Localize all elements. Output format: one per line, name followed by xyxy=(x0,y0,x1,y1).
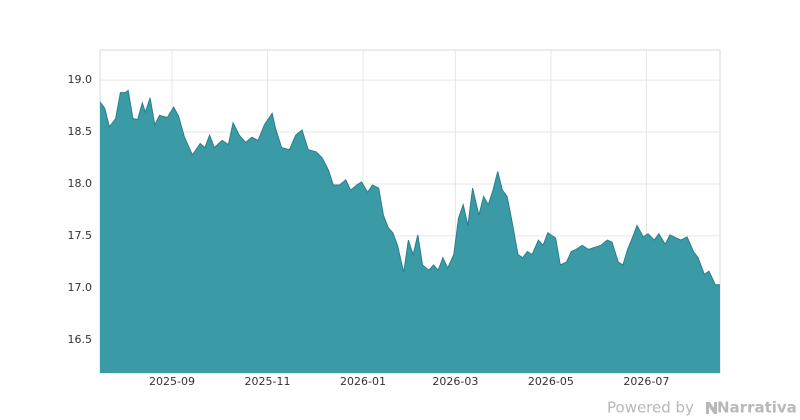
y-tick-label: 18.0 xyxy=(68,177,93,190)
brand-logo xyxy=(706,402,717,414)
x-tick-label: 2025-11 xyxy=(245,375,291,388)
x-tick-label: 2026-07 xyxy=(623,375,669,388)
area xyxy=(100,90,720,373)
labels: 16.5 17.0 17.5 18.0 18.5 19.0 2025-09 2025-11 20… xyxy=(68,73,670,388)
y-tick-label: 17.0 xyxy=(68,281,93,294)
x-tick-label: 2026-05 xyxy=(528,375,574,388)
marks xyxy=(99,89,720,373)
y-tick-label: 18.5 xyxy=(68,125,93,138)
x-tick-label: 2026-03 xyxy=(432,375,478,388)
footer-text: Powered by xyxy=(607,399,694,417)
y-tick-label: 16.5 xyxy=(68,333,93,346)
y-tick-label: 17.5 xyxy=(68,229,93,242)
logo-icon xyxy=(706,402,717,414)
x-tick-label: 2025-09 xyxy=(149,375,195,388)
y-tick-label: 19.0 xyxy=(68,73,93,86)
area-line xyxy=(99,89,720,286)
footer-brand: Narrativa xyxy=(717,399,797,417)
x-tick-label: 2026-01 xyxy=(340,375,386,388)
